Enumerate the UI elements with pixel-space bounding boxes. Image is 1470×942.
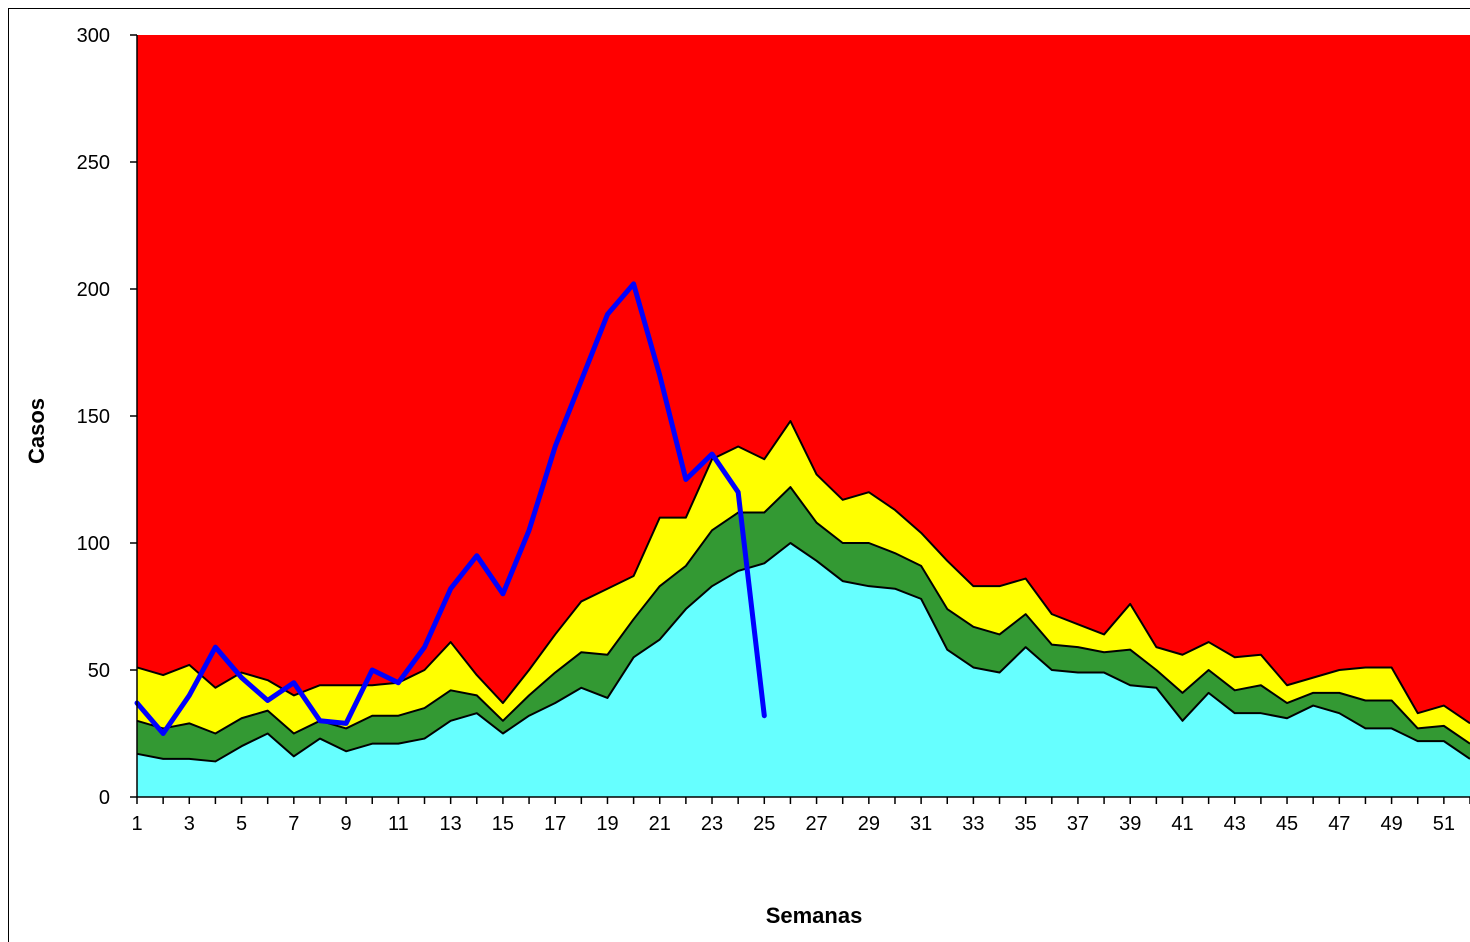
band-boundary-0: [136, 542, 1470, 763]
x-tick-label: 39: [1119, 813, 1141, 835]
x-tick-label: 13: [440, 813, 462, 835]
series-line-0: [134, 281, 767, 736]
x-tick-label: 11: [388, 813, 409, 835]
y-tick-label: 250: [77, 152, 110, 174]
x-tick-label: 23: [701, 813, 723, 835]
x-tick-label: 5: [236, 813, 247, 835]
x-tick-label: 33: [962, 813, 984, 835]
x-tick-label: 31: [910, 813, 932, 835]
x-tick-label: 35: [1015, 813, 1037, 835]
x-tick-label: 3: [184, 813, 195, 835]
y-tick-label: 200: [77, 279, 110, 301]
x-tick-label: 29: [858, 813, 880, 835]
chart-frame: [8, 8, 1470, 942]
band-area-0: [137, 543, 1470, 797]
x-tick-label: 9: [341, 813, 352, 835]
x-tick-label: 37: [1067, 813, 1089, 835]
y-tick-label: 0: [99, 787, 110, 809]
x-tick-label: 41: [1171, 813, 1193, 835]
x-tick-label: 19: [596, 813, 618, 835]
x-axis-title: Semanas: [766, 903, 863, 928]
x-tick-label: 47: [1328, 813, 1350, 835]
x-tick-label: 25: [753, 813, 775, 835]
band-area-3: [137, 35, 1470, 797]
band-boundary-1: [136, 486, 1470, 745]
x-tick-label: 7: [288, 813, 299, 835]
x-tick-label: 1: [131, 813, 142, 835]
band-boundary-2: [136, 420, 1470, 725]
x-tick-label: 43: [1224, 813, 1246, 835]
series-lines: [134, 281, 767, 736]
y-tick-label: 50: [88, 660, 110, 682]
x-tick-label: 45: [1276, 813, 1298, 835]
y-axis-title: Casos: [24, 398, 49, 464]
y-tick-label: 300: [77, 25, 110, 47]
x-tick-label: 21: [649, 813, 671, 835]
x-tick-label: 15: [492, 813, 514, 835]
x-tick-label: 49: [1380, 813, 1402, 835]
y-tick-label: 100: [77, 533, 110, 555]
x-tick-label: 17: [544, 813, 566, 835]
y-tick-label: 150: [77, 406, 110, 428]
x-tick-label: 51: [1433, 813, 1455, 835]
area-bands: [136, 35, 1470, 797]
x-tick-label: 27: [805, 813, 827, 835]
